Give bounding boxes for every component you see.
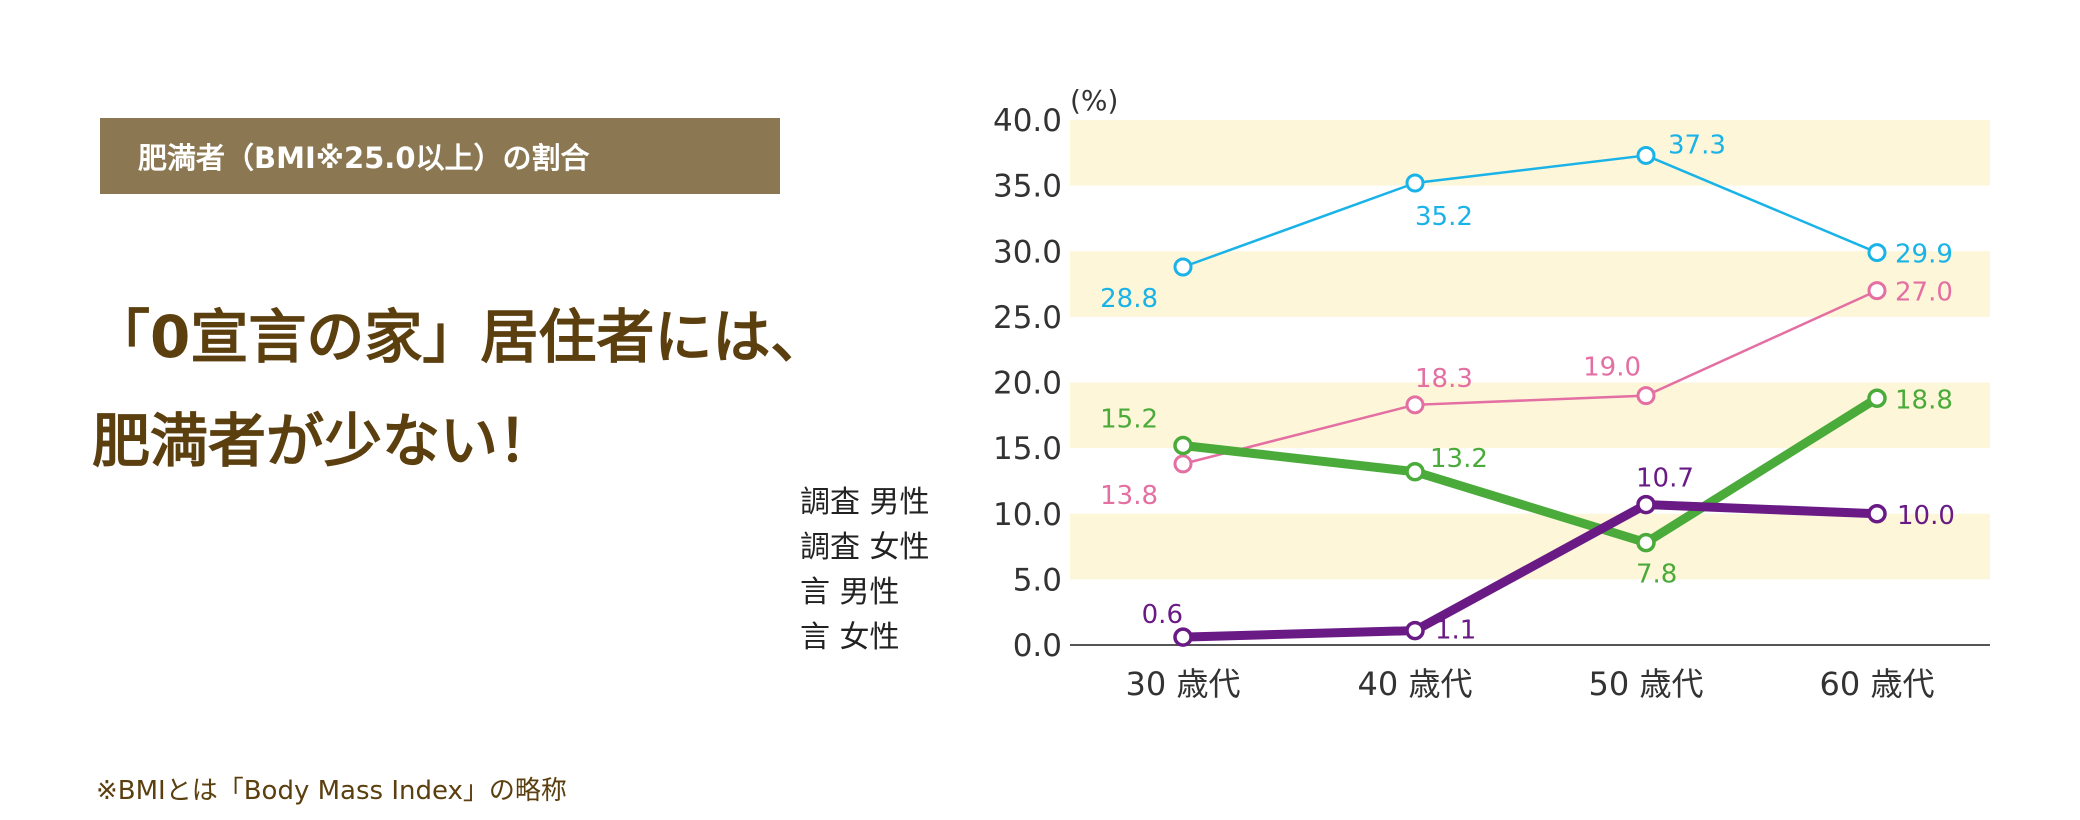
data-label-3-2: 13.2 (1430, 444, 1488, 474)
legend-entry-1: 調査 男性 (800, 485, 930, 520)
data-point-1-4 (1867, 243, 1887, 263)
y-tick-label: 5.0 (1013, 562, 1062, 598)
grid-band (1070, 251, 1990, 317)
data-label-1-3: 37.3 (1668, 130, 1726, 160)
legend-entry-2: 調査 女性 (800, 530, 930, 565)
x-tick-label: 30 歳代 (1126, 665, 1241, 703)
headline-line-1: 「0宣言の家」居住者には、 (92, 303, 829, 371)
data-point-3-2 (1405, 462, 1425, 482)
data-point-2-1 (1173, 454, 1193, 474)
series-line-4 (1182, 500, 1878, 642)
y-tick-label: 20.0 (993, 366, 1062, 402)
x-tick-label: 50 歳代 (1589, 665, 1704, 703)
headline: 「0宣言の家」居住者には、 肥満者が少ない！ (92, 285, 922, 493)
grid-band (1070, 382, 1990, 449)
y-tick-label: 15.0 (993, 431, 1062, 467)
data-label-1-2: 35.2 (1415, 202, 1473, 232)
data-point-1-1 (1173, 257, 1193, 277)
data-label-3-1: 15.2 (1100, 405, 1158, 435)
data-point-4-4 (1867, 504, 1887, 524)
x-tick-label: 60 歳代 (1820, 665, 1935, 703)
data-point-1-2 (1405, 173, 1425, 193)
data-label-2-2: 18.3 (1415, 364, 1473, 394)
y-tick-label: 0.0 (1013, 628, 1062, 664)
data-label-2-1: 13.8 (1100, 481, 1158, 511)
chart-tag-label: 肥満者（BMI※25.0以上）の割合 (100, 118, 780, 194)
data-point-3-4 (1867, 388, 1887, 408)
series-line-2 (1182, 289, 1878, 466)
x-tick-label: 40 歳代 (1358, 665, 1473, 703)
series-line-3 (1182, 394, 1880, 548)
legend: 調査 男性 調査 女性 言 男性 言 女性 (800, 480, 930, 660)
data-point-2-3 (1636, 386, 1656, 406)
data-point-3-1 (1173, 435, 1193, 456)
headline-line-2: 肥満者が少ない！ (92, 407, 557, 475)
series-line-1 (1182, 154, 1878, 269)
data-label-4-4: 10.0 (1897, 501, 1955, 531)
data-point-2-4 (1867, 281, 1887, 301)
legend-entry-3: 言 男性 (800, 575, 900, 610)
footnote: ※BMIとは「Body Mass Index」の略称 (96, 776, 567, 806)
y-tick-label: 25.0 (993, 300, 1062, 336)
data-label-4-2: 1.1 (1435, 616, 1476, 646)
y-tick-label: 40.0 (993, 103, 1062, 139)
data-point-2-2 (1405, 395, 1425, 415)
data-label-2-4: 27.0 (1895, 278, 1953, 308)
legend-entry-4: 言 女性 (800, 620, 900, 655)
data-point-1-3 (1636, 145, 1656, 165)
y-tick-label: 35.0 (993, 169, 1062, 205)
data-point-4-3 (1636, 494, 1656, 515)
data-label-4-3: 10.7 (1636, 464, 1694, 494)
y-tick-label: 10.0 (993, 497, 1062, 533)
data-label-1-1: 28.8 (1100, 284, 1158, 314)
data-point-4-1 (1173, 627, 1193, 647)
data-label-1-4: 29.9 (1895, 240, 1953, 270)
y-unit-label: (%) (1070, 84, 1118, 117)
y-tick-label: 30.0 (993, 234, 1062, 270)
data-label-3-4: 18.8 (1895, 385, 1953, 415)
data-point-3-3 (1636, 532, 1656, 553)
data-label-2-3: 19.0 (1583, 353, 1641, 383)
grid-band (1070, 120, 1990, 186)
data-label-4-1: 0.6 (1142, 600, 1183, 630)
data-point-4-2 (1405, 620, 1425, 641)
data-label-3-3: 7.8 (1636, 560, 1677, 590)
